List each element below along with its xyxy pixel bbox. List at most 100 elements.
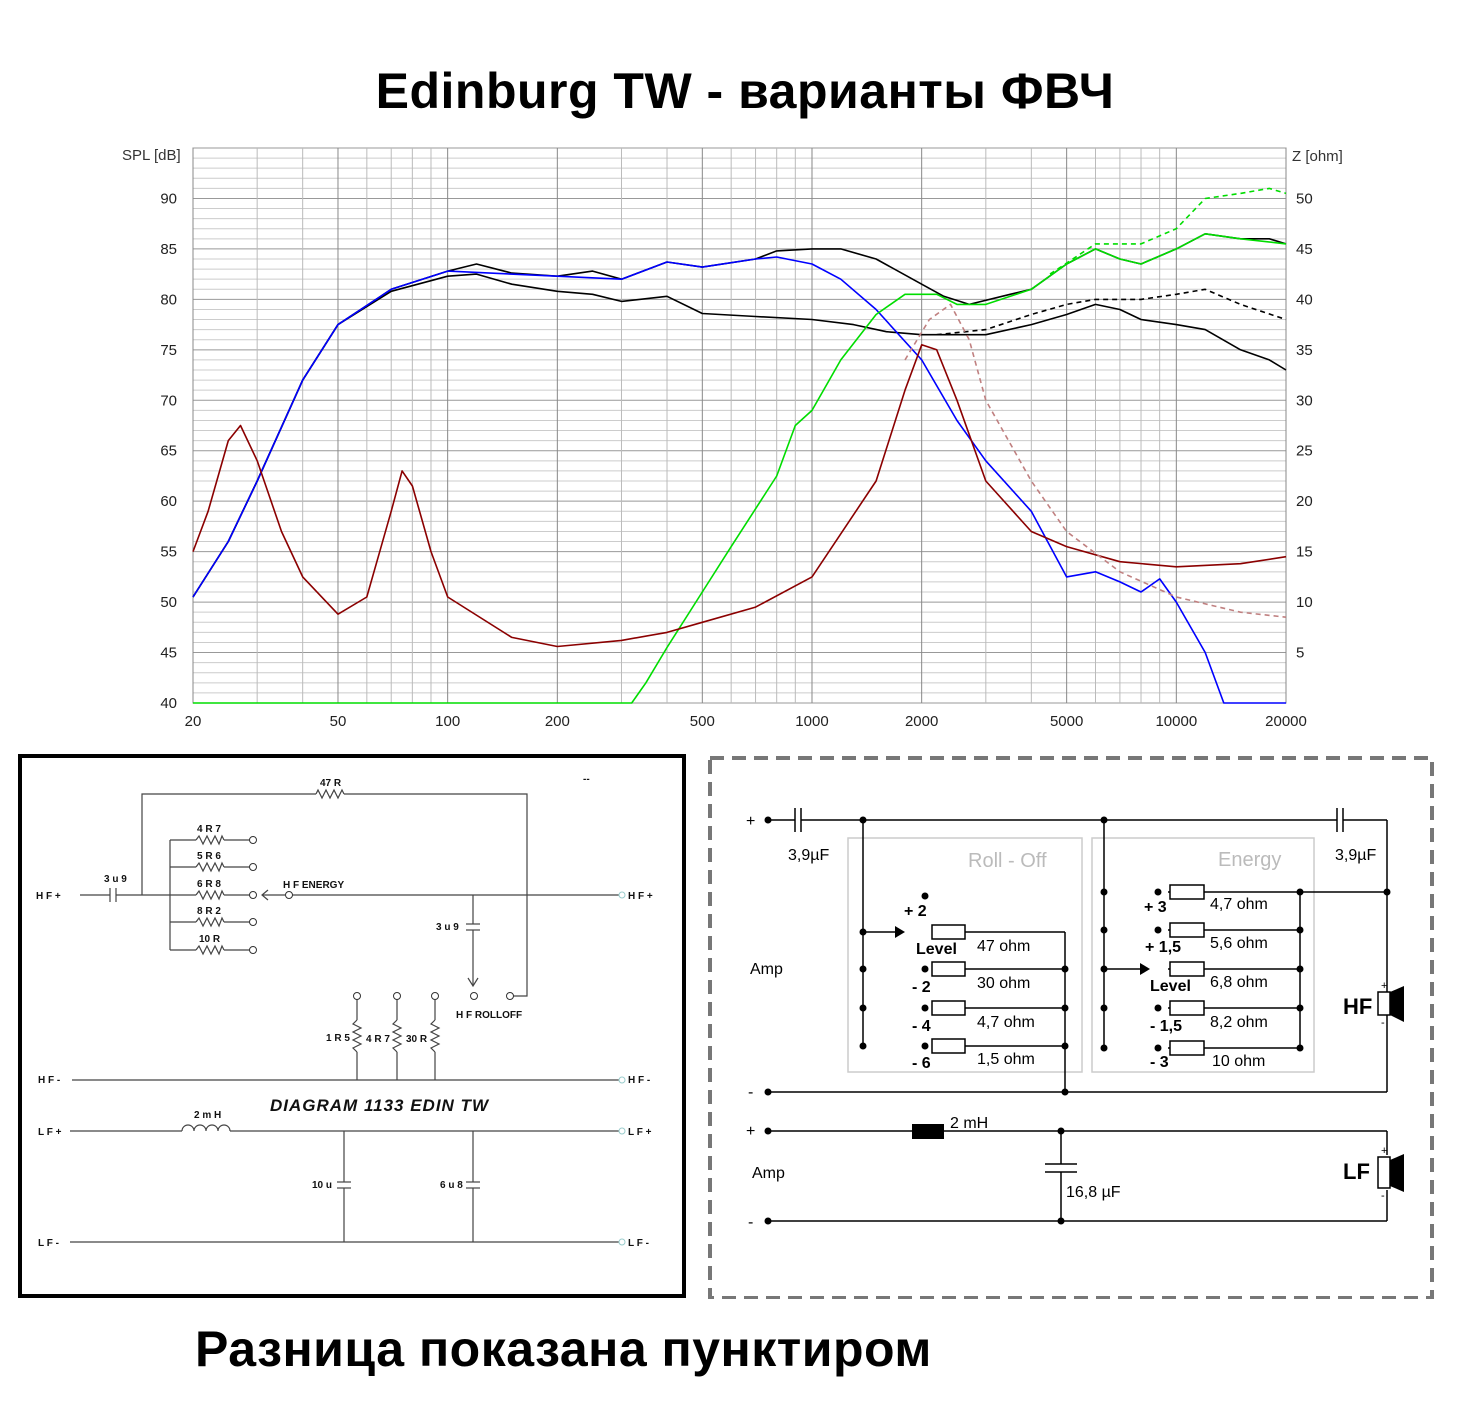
y-axis-label: SPL [dB]: [122, 147, 181, 164]
y2-tick-label: 50: [1296, 190, 1313, 207]
svg-text:+: +: [1381, 980, 1387, 992]
y-tick-label: 85: [160, 241, 177, 258]
rolloff-value-2: 30 ohm: [977, 975, 1030, 992]
x-tick-label: 2000: [905, 713, 938, 730]
y2-tick-label: 10: [1296, 594, 1313, 611]
energy-title: Energy: [1218, 849, 1281, 871]
hf-minus-in-label: H F -: [38, 1075, 60, 1086]
series-line-4: [193, 233, 1287, 704]
tap-4r7-label: 4 R 7: [197, 824, 221, 835]
rolloff-value-3: 4,7 ohm: [977, 1014, 1035, 1031]
x-tick-label: 5000: [1050, 713, 1083, 730]
lf-minus-in-label: L F -: [38, 1238, 59, 1249]
y2-axis-label: Z [ohm]: [1292, 148, 1343, 165]
plot-area: [192, 147, 1287, 704]
y-tick-label: 60: [160, 493, 177, 510]
cap-lf-label: 16,8 µF: [1066, 1184, 1121, 1201]
series-line-2: [192, 273, 1287, 598]
energy-value-5: 10 ohm: [1212, 1053, 1265, 1070]
y-tick-label: 55: [160, 544, 177, 561]
diagram-name: DIAGRAM 1133 EDIN TW: [270, 1096, 490, 1115]
rolloff-step-4: - 6: [912, 1055, 931, 1072]
y-tick-label: 70: [160, 392, 177, 409]
series-line-8: [904, 303, 1287, 618]
cap-10u-label: 10 u: [312, 1180, 332, 1191]
tap-8r2-label: 8 R 2: [197, 906, 221, 917]
cap-in-label: 3 u 9: [104, 874, 127, 885]
schematic-1133: 47 R 4 R 7 5 R 6 6 R 8 8 R 2 10 R 3 u 9 …: [18, 754, 686, 1298]
inductor-label: 2 m H: [194, 1110, 221, 1121]
r-1r5-label: 1 R 5: [326, 1033, 350, 1044]
corner-mark: --: [583, 774, 590, 785]
y-tick-label: 50: [160, 594, 177, 611]
series-line-3: [192, 256, 1286, 704]
energy-step-2: + 1,5: [1145, 939, 1181, 956]
x-tick-label: 20000: [1265, 713, 1307, 730]
hf-minus-out-label: H F -: [628, 1075, 650, 1086]
rolloff-value-1: 47 ohm: [977, 938, 1030, 955]
y-tick-label: 90: [160, 190, 177, 207]
y2-tick-label: 45: [1296, 241, 1313, 258]
y-tick-label: 40: [160, 695, 177, 712]
plot-grid: [192, 147, 1287, 704]
hf-rolloff-label: H F ROLLOFF: [456, 1010, 522, 1021]
x-tick-label: 20: [185, 713, 202, 730]
y2-tick-label: 35: [1296, 342, 1313, 359]
rolloff-level-label: Level: [916, 941, 957, 958]
x-tick-label: 1000: [795, 713, 828, 730]
y-tick-label: 45: [160, 645, 177, 662]
energy-value-3: 6,8 ohm: [1210, 974, 1268, 991]
y2-tick-label: 30: [1296, 392, 1313, 409]
series-line-6: [936, 288, 1287, 336]
y-tick-label: 65: [160, 443, 177, 460]
plus-lf-label: +: [746, 1123, 755, 1140]
y2-tick-label: 5: [1296, 645, 1304, 662]
energy-step-4: - 3: [1150, 1054, 1169, 1071]
rolloff-step-1: + 2: [904, 903, 927, 920]
r-30r-label: 30 R: [406, 1034, 428, 1045]
svg-text:-: -: [1381, 1190, 1385, 1202]
y-tick-label: 75: [160, 342, 177, 359]
lf-plus-in-label: L F +: [38, 1127, 62, 1138]
tap-5r6-label: 5 R 6: [197, 851, 221, 862]
series-line-7: [192, 343, 1287, 648]
energy-level-label: Level: [1150, 978, 1191, 995]
footer-caption: Разница показана пунктиром: [195, 1321, 932, 1377]
y2-tick-label: 25: [1296, 443, 1313, 460]
x-tick-label: 500: [690, 713, 715, 730]
amp-hf-label: Amp: [750, 961, 783, 978]
rolloff-step-3: - 4: [912, 1018, 931, 1035]
schematic-variants: 3,9µF 3,9µF Amp Amp + - + - 47 ohm 30 oh…: [708, 756, 1434, 1299]
hf-plus-out-label: H F +: [628, 891, 653, 902]
energy-step-1: + 3: [1144, 899, 1167, 916]
minus-lf-label: -: [748, 1214, 753, 1231]
hf-energy-label: H F ENERGY: [283, 880, 344, 891]
lf-minus-out-label: L F -: [628, 1238, 649, 1249]
x-tick-label: 100: [435, 713, 460, 730]
x-tick-label: 10000: [1155, 713, 1197, 730]
cap-rolloff-label: 3 u 9: [436, 922, 459, 933]
page-title: Edinburg TW - варианты ФВЧ: [375, 63, 1115, 119]
minus-hf-label: -: [748, 1084, 753, 1101]
svg-text:+: +: [1381, 1145, 1387, 1157]
y2-tick-label: 20: [1296, 493, 1313, 510]
plot-series: [192, 187, 1287, 704]
cap-right-label: 3,9µF: [1335, 847, 1376, 864]
plot-axes: 20 50 100 200 500 1000 2000 5000 10000 20000 40 45 5…: [160, 190, 1312, 730]
hf-plus-in-label: H F +: [36, 891, 61, 902]
rolloff-value-4: 1,5 ohm: [977, 1051, 1035, 1068]
x-tick-label: 50: [330, 713, 347, 730]
tap-10r-label: 10 R: [199, 934, 221, 945]
x-tick-label: 200: [545, 713, 570, 730]
inductor-2mh-label: 2 mH: [950, 1115, 988, 1132]
y2-tick-label: 15: [1296, 544, 1313, 561]
tap-6r8-label: 6 R 8: [197, 879, 221, 890]
y-tick-label: 80: [160, 291, 177, 308]
frequency-response-chart: 20 50 100 200 500 1000 2000 5000 10000 20000 40 45 5…: [122, 147, 1343, 730]
svg-text:-: -: [1381, 1017, 1385, 1029]
energy-value-2: 5,6 ohm: [1210, 935, 1268, 952]
energy-value-4: 8,2 ohm: [1210, 1014, 1268, 1031]
plus-hf-label: +: [746, 813, 755, 830]
amp-lf-label: Amp: [752, 1165, 785, 1182]
y2-tick-label: 40: [1296, 291, 1313, 308]
